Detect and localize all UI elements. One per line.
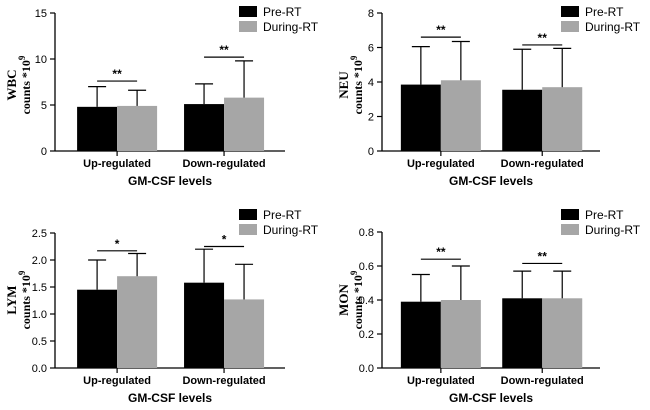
y-axis-label: MON <box>336 284 351 316</box>
x-axis-label: GM-CSF levels <box>128 391 212 405</box>
significance-marker: ** <box>538 31 548 45</box>
y-axis-unit-exponent: 9 <box>17 270 27 275</box>
legend-swatch-pre-rt <box>239 6 257 17</box>
chart-panel-mon: 0.0 0.2 0.4 0.6 0.8 ** ** Up-regulated Down-regu… <box>336 208 641 405</box>
y-tick-label: 0.2 <box>359 329 374 341</box>
significance-marker: ** <box>112 67 122 81</box>
y-axis-unit-exponent: 9 <box>349 55 359 60</box>
legend-swatch-pre-rt <box>561 6 579 17</box>
legend-label-during-rt: During-RT <box>585 20 641 34</box>
y-tick-label: 5 <box>41 100 47 112</box>
y-tick-label: 0.8 <box>359 227 374 239</box>
legend-label-during-rt: During-RT <box>585 223 641 237</box>
bar-pre-rt-down-regulated <box>184 282 225 368</box>
y-tick-label: 0.4 <box>359 295 374 307</box>
bar-pre-rt-up-regulated <box>400 84 441 151</box>
chart-panel-neu: 0 2 4 6 8 ** ** Up-regulated Down-regulated GM-CS… <box>336 5 641 188</box>
category-label: Up-regulated <box>407 158 475 170</box>
x-axis-label: GM-CSF levels <box>449 174 533 188</box>
y-axis-unit-base: counts *10 <box>351 60 365 114</box>
legend-label-pre-rt: Pre-RT <box>263 5 302 19</box>
y-tick-label: 8 <box>368 8 374 20</box>
y-tick-label: 10 <box>35 54 47 66</box>
bar-during-rt-down-regulated <box>542 87 583 151</box>
x-axis-label: GM-CSF levels <box>128 174 212 188</box>
y-axis-unit-base: counts *10 <box>351 275 365 329</box>
y-axis-label-group: WBC counts *109 <box>4 55 33 114</box>
y-tick-label: 0.0 <box>359 363 374 375</box>
legend-label-pre-rt: Pre-RT <box>585 208 624 222</box>
y-axis-label-group: NEU counts *109 <box>336 55 365 114</box>
bar-during-rt-up-regulated <box>440 300 481 368</box>
bar-during-rt-down-regulated <box>224 299 265 368</box>
y-tick-label: 0 <box>368 146 374 158</box>
category-label: Up-regulated <box>407 375 475 387</box>
bar-pre-rt-up-regulated <box>77 106 118 151</box>
category-label: Down-regulated <box>182 158 265 170</box>
category-label: Up-regulated <box>83 375 151 387</box>
y-tick-label: 2.0 <box>32 255 47 267</box>
category-label: Down-regulated <box>501 158 584 170</box>
legend-label-during-rt: During-RT <box>263 223 319 237</box>
bar-during-rt-up-regulated <box>117 105 158 151</box>
y-axis-unit-base: counts *10 <box>19 60 33 114</box>
y-tick-label: 0.5 <box>32 336 47 348</box>
y-tick-label: 1.0 <box>32 309 47 321</box>
significance-marker: * <box>222 233 227 247</box>
y-tick-label: 0.6 <box>359 261 374 273</box>
y-axis-unit: counts *109 <box>349 55 365 114</box>
bar-during-rt-up-regulated <box>440 80 481 151</box>
legend-label-pre-rt: Pre-RT <box>263 208 302 222</box>
bar-during-rt-up-regulated <box>117 276 158 368</box>
legend-swatch-during-rt <box>561 224 579 235</box>
bar-pre-rt-up-regulated <box>400 301 441 368</box>
bar-pre-rt-down-regulated <box>502 298 543 368</box>
legend-swatch-pre-rt <box>239 209 257 220</box>
x-axis-label: GM-CSF levels <box>449 391 533 405</box>
significance-marker: * <box>115 237 120 251</box>
bar-pre-rt-down-regulated <box>502 89 543 151</box>
category-label: Down-regulated <box>501 375 584 387</box>
y-axis-label-group: LYM counts *109 <box>4 270 33 329</box>
y-axis-label-group: MON counts *109 <box>336 270 365 329</box>
y-tick-label: 2 <box>368 112 374 124</box>
chart-panel-wbc: 0 5 10 15 ** ** Up-regulated Down-regulated GM-C… <box>4 5 319 188</box>
y-tick-label: 2.5 <box>32 228 47 240</box>
significance-marker: ** <box>436 23 446 37</box>
bar-during-rt-down-regulated <box>224 97 265 151</box>
legend-label-during-rt: During-RT <box>263 20 319 34</box>
y-axis-unit-base: counts *10 <box>19 275 33 329</box>
y-axis-label: LYM <box>4 285 19 314</box>
category-label: Up-regulated <box>83 158 151 170</box>
legend-swatch-during-rt <box>239 21 257 32</box>
bar-during-rt-down-regulated <box>542 298 583 368</box>
y-tick-label: 6 <box>368 43 374 55</box>
y-tick-label: 0 <box>41 146 47 158</box>
significance-marker: ** <box>219 43 229 57</box>
legend-swatch-pre-rt <box>561 209 579 220</box>
y-tick-label: 4 <box>368 77 374 89</box>
y-axis-label: WBC <box>4 69 19 100</box>
y-tick-label: 0.0 <box>32 363 47 375</box>
y-axis-unit: counts *109 <box>349 270 365 329</box>
chart-panel-lym: 0.0 0.5 1.0 1.5 2.0 2.5 * * Up-regulated Down-reg… <box>4 208 319 405</box>
y-axis-unit: counts *109 <box>17 270 33 329</box>
y-axis-unit: counts *109 <box>17 55 33 114</box>
bar-pre-rt-down-regulated <box>184 104 225 151</box>
legend-swatch-during-rt <box>561 21 579 32</box>
bar-pre-rt-up-regulated <box>77 289 118 368</box>
significance-marker: ** <box>436 245 446 259</box>
y-tick-label: 15 <box>35 8 47 20</box>
y-axis-unit-exponent: 9 <box>17 55 27 60</box>
significance-marker: ** <box>538 249 548 263</box>
y-tick-label: 1.5 <box>32 282 47 294</box>
legend-swatch-during-rt <box>239 224 257 235</box>
y-axis-label: NEU <box>336 71 351 99</box>
category-label: Down-regulated <box>182 375 265 387</box>
legend-label-pre-rt: Pre-RT <box>585 5 624 19</box>
y-axis-unit-exponent: 9 <box>349 270 359 275</box>
